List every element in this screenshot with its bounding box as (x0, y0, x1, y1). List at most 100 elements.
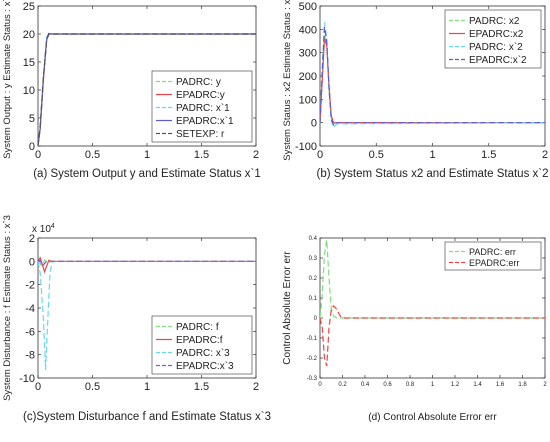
x-tick-label: 1 (431, 382, 435, 388)
chart-panel-4: 0 0.2 0.4 0.6 0.8 1 1.2 1.4 1.6 1.8 2 -0.3 -0.2 -0.1 0… (282, 236, 547, 423)
x-tick-label: 1.5 (194, 381, 209, 393)
y-tick-label: 0 (29, 256, 35, 268)
series-line-3 (320, 22, 545, 129)
legend-box (444, 241, 542, 271)
x-tick-label: 1.5 (194, 149, 209, 161)
legend-label-1: PADRC: f (176, 322, 219, 333)
legend-label-1: PADRC: y (176, 77, 221, 88)
x-tick-label: 2 (253, 381, 259, 393)
y-tick-label: 15 (23, 57, 35, 69)
y-tick-label: 500 (299, 1, 317, 13)
legend-label-1: PADRC: x2 (469, 16, 520, 27)
x-tick-label: 0 (318, 382, 322, 388)
y-tick-label: -6 (25, 326, 35, 338)
series-line-4 (320, 26, 545, 126)
y-exponent-power: 4 (51, 223, 55, 230)
legend-label-2: EPADRC:x2 (469, 29, 524, 40)
x-tick-label: 2 (542, 149, 548, 161)
x-tick-label: 0.4 (361, 382, 370, 388)
series-line-5 (38, 33, 256, 146)
panel-caption: (d) Control Absolute Error err (368, 412, 497, 423)
y-tick-label: 0 (314, 316, 318, 322)
x-tick-label: 0.5 (369, 149, 384, 161)
legend-label-3: PADRC: x`2 (469, 41, 523, 53)
x-tick-label: 1 (429, 149, 435, 161)
x-tick-label: 2 (253, 149, 259, 161)
x-tick-label: 0.5 (85, 149, 100, 161)
x-tick-label: 0 (35, 149, 41, 161)
panel-caption: (c)System Disturbance f and Estimate Sta… (23, 411, 271, 423)
y-tick-label: 25 (23, 1, 35, 13)
legend-label-3: PADRC: x`1 (176, 102, 230, 114)
legend-label-2: EPADRC:err (469, 258, 519, 268)
series-line-4 (38, 259, 256, 268)
x-tick-label: 0.5 (85, 381, 100, 393)
x-tick-label: 1.2 (451, 382, 460, 388)
y-tick-label: 0.4 (309, 236, 318, 242)
series-line-1 (320, 239, 545, 319)
y-tick-label: -8 (25, 350, 35, 362)
y-tick-label: 20 (23, 29, 35, 41)
y-tick-label: 0.3 (309, 256, 318, 262)
y-tick-label: 0 (29, 141, 35, 153)
legend-label-2: EPADRC:f (176, 335, 223, 346)
legend-box (151, 315, 253, 375)
panel-caption: (b) System Status x2 and Estimate Status… (316, 168, 548, 180)
x-tick-label: 1.6 (496, 382, 505, 388)
x-tick-label: 0.6 (383, 382, 392, 388)
x-tick-label: 1.4 (473, 382, 482, 388)
y-axis-label: System Output : y Estimate Status : x`1 (2, 0, 13, 159)
y-tick-label: 0.1 (309, 296, 318, 302)
legend-label-1: PADRC: err (469, 247, 516, 257)
y-tick-label: -0.3 (307, 376, 318, 382)
panel-caption: (a) System Output y and Estimate Status … (33, 168, 261, 180)
y-tick-label: -4 (25, 303, 35, 315)
y-tick-label: 100 (299, 94, 317, 106)
legend-label-3: PADRC: x`3 (176, 347, 230, 359)
y-axis-label: System Disturbance : f Estimate Status :… (2, 215, 13, 401)
y-axis-label: Control Absolute Error err (282, 251, 293, 365)
y-tick-label: -2 (25, 280, 35, 292)
y-tick-label: 200 (299, 71, 317, 83)
y-tick-label: 5 (29, 113, 35, 125)
y-axis-label: System Status : x2 Estimate Status : x`2 (282, 0, 293, 161)
x-tick-label: 0.2 (338, 382, 347, 388)
legend-label-4: EPADRC:x`2 (469, 54, 527, 66)
legend-label-2: EPADRC:y (176, 90, 225, 101)
legend-box (444, 9, 542, 69)
y-tick-label: -0.1 (307, 336, 318, 342)
x-tick-label: 0 (317, 149, 323, 161)
y-tick-label: -0.2 (307, 356, 318, 362)
y-tick-label: 10 (23, 85, 35, 97)
legend-label-5: SETEXP: r (176, 129, 225, 140)
series-line-3 (38, 260, 256, 370)
y-tick-label: 300 (299, 48, 317, 60)
x-tick-label: 1 (144, 149, 150, 161)
y-tick-label: 0.2 (309, 276, 318, 282)
x-tick-label: 0 (35, 381, 41, 393)
y-tick-label: -100 (295, 141, 317, 153)
series-line-2 (320, 305, 545, 367)
legend-label-4: EPADRC:x`1 (176, 115, 234, 127)
y-tick-label: -10 (19, 373, 35, 385)
x-tick-label: 1.8 (518, 382, 527, 388)
y-tick-label: 400 (299, 24, 317, 36)
x-tick-label: 2 (543, 382, 547, 388)
x-tick-label: 1.5 (481, 149, 496, 161)
legend-box (151, 70, 253, 143)
x-tick-label: 1 (144, 381, 150, 393)
y-exponent-label: x 104 (32, 223, 55, 235)
x-tick-label: 0.8 (406, 382, 415, 388)
y-tick-label: 0 (311, 118, 317, 130)
legend-label-4: EPADRC:x`3 (176, 360, 234, 372)
y-tick-label: 2 (29, 233, 35, 245)
